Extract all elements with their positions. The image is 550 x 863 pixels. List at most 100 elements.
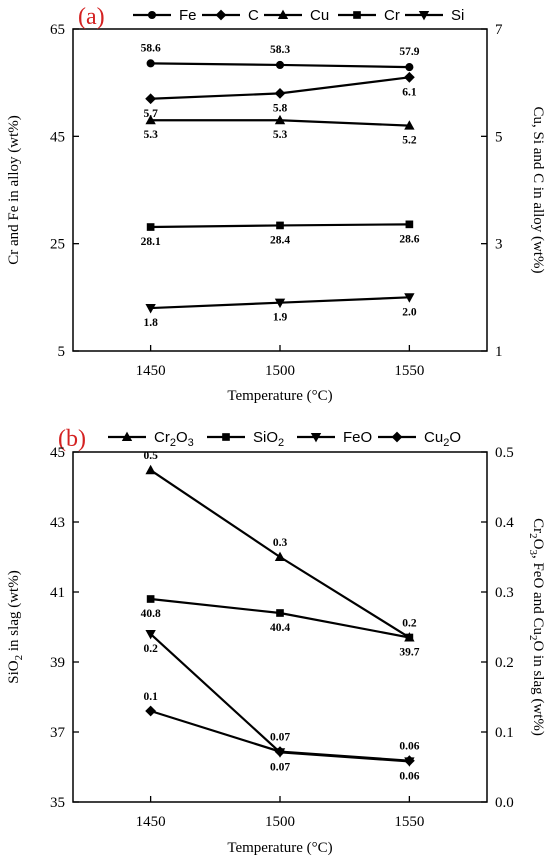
y-right-tick-label: 3: [495, 237, 503, 253]
data-label-Fe: 58.3: [270, 44, 290, 56]
data-point-Cu2O: [145, 705, 157, 717]
y-axis-left-ticks: 35 37 39 41 43 45: [50, 445, 79, 811]
x-axis-label: Temperature (°C): [227, 840, 332, 856]
y-left-tick-label: 45: [50, 129, 65, 145]
data-point-Cu: [274, 114, 286, 125]
legend-marker-C: [215, 9, 227, 21]
y-right-tick-label: 5: [495, 129, 503, 145]
legend-label-SiO2: SiO2: [253, 429, 284, 449]
data-label-C: 6.1: [402, 86, 417, 98]
data-point-Cu: [404, 120, 415, 130]
legend-label-Cu2O: Cu2O: [424, 429, 461, 449]
legend: Cr2O3 SiO2 FeO Cu2O: [108, 429, 461, 449]
y-left-tick-label: 43: [50, 515, 65, 531]
y-axis-left-label: SiO2 in slag (wt%): [6, 570, 25, 683]
y-right-tick-label: 0.2: [495, 655, 514, 671]
data-label-Cr: 28.6: [399, 233, 419, 245]
data-label-FeO: 0.07: [270, 761, 290, 773]
data-label-Cu: 5.2: [402, 135, 417, 147]
data-label-Fe: 57.9: [399, 46, 419, 58]
x-tick-label: 1550: [394, 814, 424, 830]
y-left-tick-label: 25: [50, 237, 65, 253]
legend-marker-Cr: [353, 11, 361, 19]
data-label-Cu2O: 0.1: [143, 691, 158, 703]
data-point-Cu: [145, 114, 156, 125]
data-label-C: 5.7: [143, 108, 158, 120]
data-label-SiO2: 39.7: [399, 647, 419, 659]
series-layer: 58.6 58.3 57.9 5.7 5.8 6.1 5.3 5.3 5.2 28.1 28.4 28…: [141, 42, 420, 329]
y-axis-right-label: Cu, Si and C in alloy (wt%): [530, 106, 546, 273]
legend-marker-Cu2O: [391, 431, 403, 443]
data-point-Fe: [405, 63, 414, 72]
x-tick-label: 1500: [265, 814, 295, 830]
legend-marker-Cu: [277, 9, 289, 20]
data-label-Fe: 58.6: [141, 42, 161, 54]
legend-label-Fe: Fe: [179, 7, 197, 24]
y-right-tick-label: 1: [495, 344, 503, 360]
y-right-tick-label: 0.5: [495, 445, 514, 461]
data-label-FeO: 0.2: [143, 643, 158, 655]
data-point-Cr2O3: [274, 551, 286, 562]
x-axis-ticks: 1450 1500 1550: [136, 345, 424, 379]
y-right-tick-label: 0.4: [495, 515, 514, 531]
legend-label-Cr: Cr: [384, 7, 400, 24]
y-left-tick-label: 65: [50, 22, 65, 38]
data-point-C: [274, 88, 286, 99]
data-label-Cu: 5.3: [143, 129, 158, 141]
data-label-Si: 1.9: [273, 312, 288, 324]
data-point-Cu2O: [274, 746, 286, 757]
data-label-Cr2O3: 0.2: [402, 618, 417, 630]
x-tick-label: 1550: [394, 363, 424, 379]
legend-marker-Cr2O3: [121, 431, 133, 442]
data-point-Fe: [146, 59, 155, 68]
legend-marker-Si: [418, 10, 430, 21]
data-point-Cr2O3: [145, 464, 156, 475]
data-point-SiO2: [276, 609, 284, 617]
y-left-tick-label: 5: [58, 344, 66, 360]
legend-label-C: C: [248, 7, 259, 24]
y-left-tick-label: 41: [50, 585, 65, 601]
data-label-SiO2: 40.8: [141, 608, 161, 620]
data-point-SiO2: [405, 633, 414, 642]
data-point-SiO2: [146, 595, 155, 603]
legend-label-Si: Si: [451, 7, 464, 24]
data-label-C: 5.8: [273, 102, 288, 114]
legend-marker-FeO: [310, 432, 322, 443]
data-label-Cr2O3: 0.3: [273, 537, 288, 549]
data-point-C: [145, 93, 157, 105]
data-label-Cu: 5.3: [273, 129, 288, 141]
legend: Fe C Cu Cr Si: [133, 7, 464, 24]
data-point-FeO: [145, 629, 156, 640]
data-point-Si: [274, 298, 286, 309]
y-left-tick-label: 35: [50, 795, 65, 811]
x-tick-label: 1450: [136, 363, 166, 379]
data-point-Cr: [405, 220, 414, 229]
y-right-tick-label: 0.1: [495, 725, 514, 741]
data-label-Cu2O: 0.06: [399, 741, 419, 753]
data-point-Fe: [275, 60, 285, 70]
data-label-FeO: 0.06: [399, 770, 419, 782]
legend-label-Cu: Cu: [310, 7, 329, 24]
legend-marker-Fe: [147, 10, 157, 20]
data-label-Cr: 28.4: [270, 234, 290, 246]
y-axis-right-ticks: 1 3 5 7: [481, 22, 503, 360]
panel-label: (a): [78, 4, 105, 30]
data-label-Cr2O3: 0.5: [143, 450, 158, 462]
data-point-Cr: [276, 221, 284, 230]
y-right-tick-label: 0.3: [495, 585, 514, 601]
x-axis-label: Temperature (°C): [227, 388, 332, 404]
legend-label-FeO: FeO: [343, 429, 372, 446]
x-tick-label: 1450: [136, 814, 166, 830]
x-tick-label: 1500: [265, 363, 295, 379]
series-layer: 0.5 0.3 0.2 40.8 40.4 39.7 0.2 0.07 0.06 0.1 0.07 0…: [141, 450, 420, 782]
x-axis-ticks: 1450 1500 1550: [136, 796, 424, 830]
y-axis-left-label: Cr and Fe in alloy (wt%): [6, 115, 22, 265]
legend-label-Cr2O3: Cr2O3: [154, 429, 194, 449]
y-right-tick-label: 7: [495, 22, 503, 38]
y-left-tick-label: 45: [50, 445, 65, 461]
y-axis-right-label: Cr2O3, FeO and Cu2O in slag (wt%): [527, 518, 546, 736]
data-point-Si: [404, 293, 415, 303]
data-point-Si: [145, 304, 156, 314]
